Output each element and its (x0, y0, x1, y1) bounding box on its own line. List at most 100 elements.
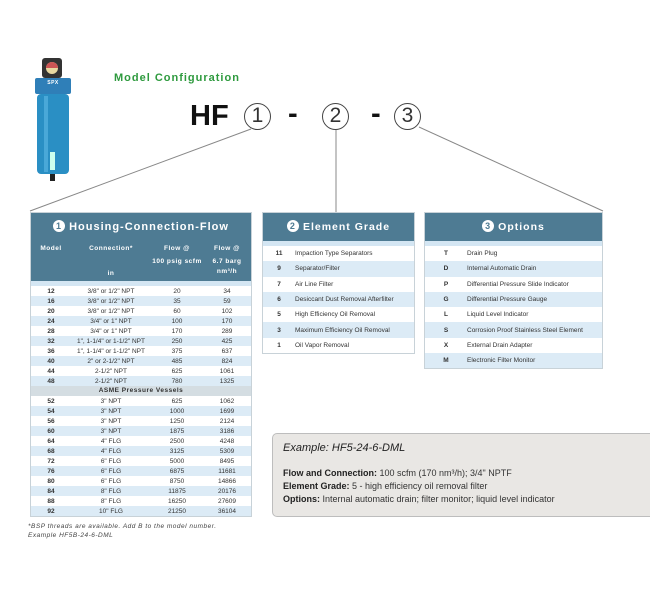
table-row: 11 Impaction Type Separators (263, 246, 414, 261)
cell: 3186 (219, 427, 235, 435)
cell: 2" or 2-1/2" NPT (87, 357, 135, 365)
cell: T (444, 250, 448, 258)
table-row: 6 Desiccant Dust Removal Afterfilter (263, 291, 414, 308)
cell: 485 (171, 357, 183, 365)
cell: Differential Pressure Slide Indicator (467, 280, 569, 288)
cell: 824 (221, 357, 233, 365)
cell: 59 (223, 297, 231, 305)
cell: 68 (47, 447, 55, 455)
cell: External Drain Adapter (467, 341, 533, 349)
cell: S (443, 326, 449, 334)
cell: Internal Automatic Drain (467, 265, 537, 273)
cell: 6" FLG (100, 467, 122, 475)
table-row: T Drain Plug (425, 246, 602, 261)
cell: 32 (47, 337, 55, 345)
cell: 21250 (167, 507, 187, 515)
cell: 35 (173, 297, 181, 305)
example-line: Element Grade: 5 - high efficiency oil r… (283, 481, 488, 491)
cell: 72 (47, 457, 55, 465)
table-row: 1 Oil Vapor Removal (263, 338, 414, 353)
slot-circle-3: 3 (394, 103, 421, 130)
footnote-line: *BSP threads are available. Add B to the… (28, 523, 217, 530)
cell: 3/8" or 1/2" NPT (87, 287, 135, 295)
cell: 625 (171, 367, 183, 375)
footnote: *BSP threads are available. Add B to the… (28, 522, 217, 540)
cell: 780 (171, 377, 183, 385)
cell: M (443, 357, 449, 365)
example-heading: Example: HF5-24-6-DML (283, 442, 406, 454)
table-row: 20 3/8" or 1/2" NPT 60 102 (31, 306, 251, 316)
cell: 48 (47, 377, 55, 385)
cell: 56 (47, 417, 55, 425)
cell: 24 (47, 317, 55, 325)
table-row: M Electronic Filter Monitor (425, 353, 602, 369)
table-row: 32 1", 1-1/4" or 1-1/2" NPT 250 425 (31, 336, 251, 346)
element-grade-table: 2 Element Grade 11 Impaction Type Separato… (262, 212, 415, 355)
table-row: 5 High Efficiency Oil Removal (263, 307, 414, 322)
example-line: Flow and Connection: 100 scfm (170 nm³/h… (283, 468, 512, 478)
cell: 44 (47, 367, 55, 375)
cell: 14866 (217, 477, 237, 485)
table-row: G Differential Pressure Gauge (425, 291, 602, 308)
cell: 3" NPT (100, 397, 122, 405)
model-code-prefix: HF (190, 100, 229, 132)
table-row: 60 3" NPT 1875 3186 (31, 426, 251, 436)
slot-circle-2: 2 (322, 103, 349, 130)
unit-scfm: 100 psig scfm (152, 258, 202, 265)
table-row: 24 3/4" or 1" NPT 100 170 (31, 316, 251, 326)
table-row: 56 3" NPT 1250 2124 (31, 416, 251, 426)
cell: 16250 (167, 497, 187, 505)
table-row: 36 1", 1-1/4" or 1-1/2" NPT 375 637 (31, 346, 251, 356)
cell: 9 (277, 265, 281, 273)
table-row: L Liquid Level Indicator (425, 307, 602, 322)
cell: 8" FLG (100, 487, 122, 495)
cell: 34 (223, 287, 231, 295)
table-row: 72 6" FLG 5000 8495 (31, 456, 251, 466)
table-row: 52 3" NPT 625 1062 (31, 396, 251, 406)
cell: 54 (47, 407, 55, 415)
cell: 36 (47, 347, 55, 355)
table-row: 88 8" FLG 16250 27609 (31, 496, 251, 506)
cell: Desiccant Dust Removal Afterfilter (295, 296, 394, 304)
cell: 2-1/2" NPT (95, 377, 127, 385)
cell: 6" FLG (100, 477, 122, 485)
cell: 7 (277, 280, 281, 288)
table-row: P Differential Pressure Slide Indicator (425, 277, 602, 292)
cell: 425 (221, 337, 233, 345)
cell: 250 (171, 337, 183, 345)
cell: 4248 (219, 437, 235, 445)
cell: 3/8" or 1/2" NPT (87, 307, 135, 315)
cell: 28 (47, 327, 55, 335)
cell: 1061 (219, 367, 235, 375)
table-title: Options (498, 221, 545, 233)
cell: L (444, 311, 448, 319)
cell: 8750 (169, 477, 185, 485)
cell: 3/4" or 1" NPT (90, 327, 132, 335)
cell: 6" FLG (100, 457, 122, 465)
cell: 11 (275, 250, 283, 258)
table-row: 7 Air Line Filter (263, 277, 414, 292)
cell: 3" NPT (100, 417, 122, 425)
table-row: 76 6" FLG 6875 11681 (31, 466, 251, 476)
cell: Separator/Filter (295, 265, 340, 273)
cell: 3125 (169, 447, 185, 455)
cell: Differential Pressure Gauge (467, 296, 548, 304)
cell: 80 (47, 477, 55, 485)
cell: Electronic Filter Monitor (467, 357, 536, 365)
cell: 1 (277, 341, 281, 349)
cell: 60 (47, 427, 55, 435)
cell: 1062 (219, 397, 235, 405)
cell: 20 (47, 307, 55, 315)
cell: Oil Vapor Removal (295, 341, 350, 349)
cell: 1875 (169, 427, 185, 435)
table-row: D Internal Automatic Drain (425, 261, 602, 277)
cell: 88 (47, 497, 55, 505)
cell: 625 (171, 397, 183, 405)
cell: 3" NPT (100, 427, 122, 435)
cell: 1325 (219, 377, 235, 385)
cell: 1", 1-1/4" or 1-1/2" NPT (77, 347, 145, 355)
cell: 1000 (169, 407, 185, 415)
options-table: 3 Options T Drain Plug D Internal Automatic … (424, 212, 603, 370)
cell: 8" FLG (100, 497, 122, 505)
cell: X (443, 341, 449, 349)
